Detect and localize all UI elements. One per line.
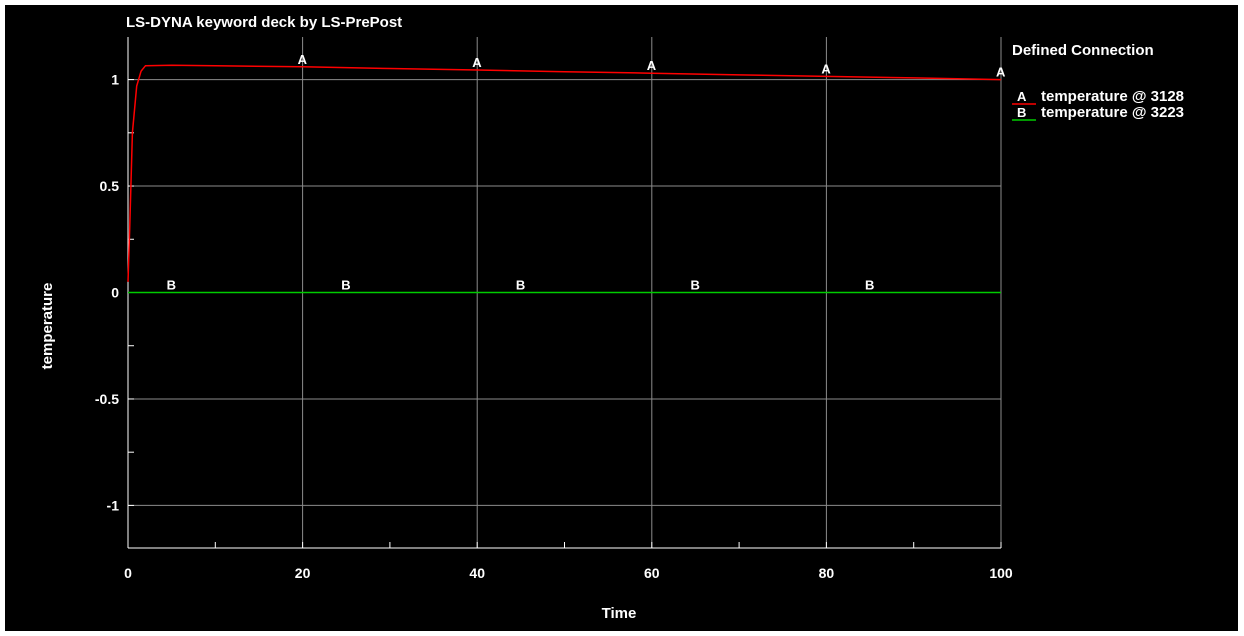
x-tick-label: 20: [295, 565, 311, 581]
x-axis-label: Time: [602, 605, 637, 622]
x-tick-label: 100: [989, 565, 1013, 581]
series-line-a: [127, 64, 1002, 282]
legend-marker-a: A: [1017, 89, 1027, 104]
x-tick-label: 0: [124, 565, 132, 581]
legend-title: Defined Connection: [1012, 42, 1154, 59]
series-marker-b: B: [865, 278, 874, 293]
legend-label-b: temperature @ 3223: [1041, 104, 1184, 121]
y-tick-label: 1: [111, 72, 119, 88]
series-marker-b: B: [516, 278, 525, 293]
series-marker-a: A: [647, 58, 657, 73]
x-tick-label: 80: [819, 565, 835, 581]
y-tick-label: 0.5: [100, 178, 120, 194]
chart-title: LS-DYNA keyword deck by LS-PrePost: [126, 14, 402, 31]
y-tick-label: -1: [107, 497, 120, 513]
x-tick-label: 60: [644, 565, 660, 581]
series-marker-a: A: [298, 52, 308, 67]
series-marker-a: A: [996, 65, 1006, 80]
series-marker-b: B: [341, 278, 350, 293]
plot-window: LS-DYNA keyword deck by LS-PrePost 0 20 40…: [5, 5, 1238, 631]
series-layer: A A A A A B B B B B: [127, 52, 1006, 294]
temperature-chart: LS-DYNA keyword deck by LS-PrePost 0 20 40…: [39, 14, 1184, 622]
series-marker-b: B: [167, 278, 176, 293]
tick-labels: 0 20 40 60 80 100 1 0.5 0 -0.5 -1: [95, 72, 1013, 581]
y-axis-label: temperature: [39, 283, 56, 370]
legend-label-a: temperature @ 3128: [1041, 88, 1184, 105]
series-marker-b: B: [690, 278, 699, 293]
y-tick-label: -0.5: [95, 391, 119, 407]
series-marker-a: A: [472, 55, 482, 70]
series-marker-a: A: [821, 61, 831, 76]
y-tick-label: 0: [111, 285, 119, 301]
legend-marker-b: B: [1017, 105, 1026, 120]
x-tick-label: 40: [469, 565, 485, 581]
